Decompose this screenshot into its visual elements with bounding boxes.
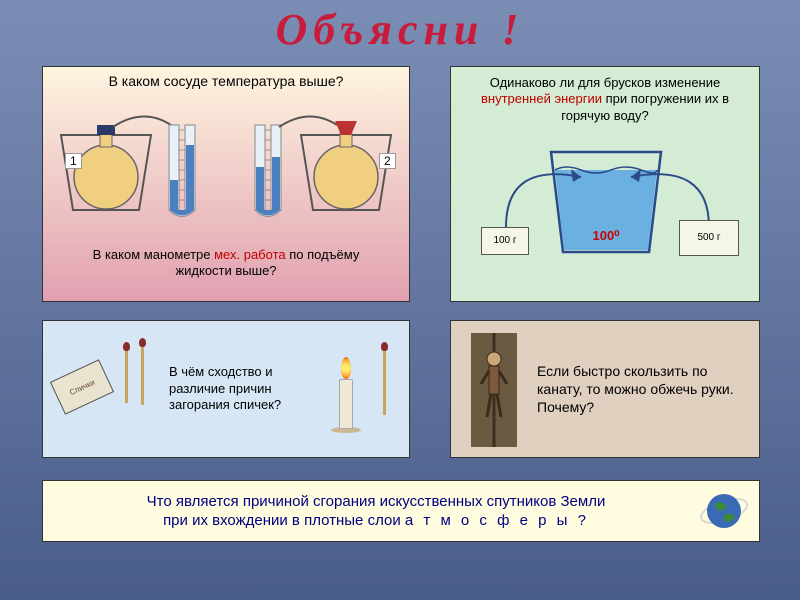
q2-pre: В каком манометре — [93, 247, 214, 262]
panel-rope: Если быстро скользить по канату, то можн… — [450, 320, 760, 458]
matchbox-icon: Спички — [50, 359, 114, 414]
panel-vessels: В каком сосуде температура выше? — [42, 66, 410, 302]
candle-icon — [339, 379, 353, 429]
question-4: В чём сходство и различие причин загоран… — [161, 364, 321, 415]
q6-line2-pre: при их вхождении в плотные слои — [163, 512, 405, 529]
q3-pre: Одинаково ли для брусков изменение — [490, 75, 720, 90]
candle-area — [321, 329, 371, 449]
q6-line2-spaced: а т м о с ф е р ы ? — [405, 512, 589, 529]
page-title: Объясни ! — [0, 0, 800, 61]
vessels-diagram: 1 2 — [43, 95, 409, 245]
blocks-diagram: 100⁰ 100 г 500 г — [451, 132, 759, 282]
match-1-icon — [125, 347, 128, 403]
question-6: Что является причиной сгорания искусстве… — [53, 492, 699, 531]
panel-satellite: Что является причиной сгорания искусстве… — [42, 480, 760, 542]
label-2: 2 — [379, 153, 396, 169]
label-1: 1 — [65, 153, 82, 169]
weight-100g: 100 г — [481, 227, 529, 255]
globe-icon — [699, 486, 749, 536]
match-2-icon — [141, 343, 144, 405]
rope-figure-icon — [459, 329, 529, 449]
q3-red: внутренней энергии — [481, 91, 602, 106]
flame-icon — [341, 357, 351, 379]
question-5: Если быстро скользить по канату, то можн… — [529, 362, 751, 417]
panel-matches: Спички В чём сходство и различие причин … — [42, 320, 410, 458]
panel-blocks: Одинаково ли для брусков изменение внутр… — [450, 66, 760, 302]
temp-label: 100⁰ — [593, 228, 621, 243]
weight-500g: 500 г — [679, 220, 739, 256]
question-2: В каком манометре мех. работа по подъёму… — [43, 245, 409, 280]
q2-red: мех. работа — [214, 247, 286, 262]
question-3: Одинаково ли для брусков изменение внутр… — [451, 67, 759, 132]
question-1: В каком сосуде температура выше? — [43, 67, 409, 95]
matchbox-area: Спички — [51, 329, 161, 449]
q6-line1: Что является причиной сгорания искусстве… — [147, 493, 606, 510]
match-3-icon — [383, 347, 386, 415]
